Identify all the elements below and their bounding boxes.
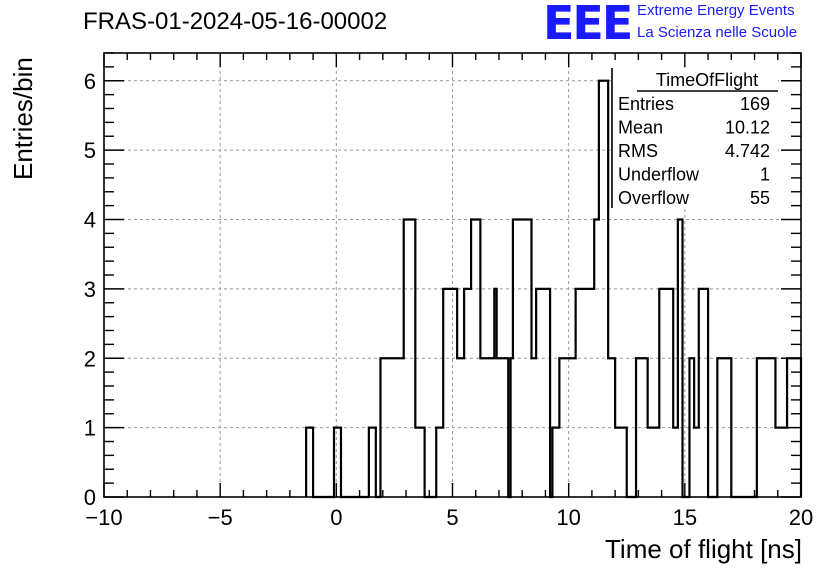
x-tick-label: −10 (85, 505, 122, 530)
y-axis-label: Entries/bin (8, 57, 38, 180)
stats-row-label: RMS (618, 141, 658, 161)
histogram-bin (443, 289, 457, 497)
x-axis-label: Time of flight [ns] (605, 534, 802, 564)
stats-row-label: Underflow (618, 165, 700, 185)
histogram-bin (536, 289, 550, 497)
stats-row-value: 4.742 (725, 141, 770, 161)
histogram-bin (415, 428, 424, 497)
x-tick-label: 5 (446, 505, 458, 530)
tick-labels: −10 −5 0 5 10 15 20 0 1 2 3 4 5 6 (84, 69, 813, 530)
stats-row-label: Entries (618, 94, 674, 114)
stats-box-title: TimeOfFlight (656, 70, 758, 90)
histogram-bin (576, 289, 595, 497)
histogram-bin (615, 428, 627, 497)
histogram-outline (305, 79, 803, 499)
y-tick-label: 4 (84, 208, 96, 233)
histogram-bin (694, 428, 699, 497)
stats-box: TimeOfFlight Entries 169 Mean 10.12 RMS 4.742 U… (611, 68, 778, 208)
y-tick-label: 5 (84, 138, 96, 163)
y-tick-label: 0 (84, 485, 96, 510)
stats-row-value: 169 (740, 94, 770, 114)
histogram-bin (775, 428, 787, 497)
logo-subtitle-line1: Extreme Energy Events (637, 2, 795, 19)
histogram-bin (659, 289, 673, 497)
histogram-bin (699, 289, 708, 497)
x-tick-label: 0 (330, 505, 342, 530)
logo-subtitle-line2: La Scienza nelle Scuole (637, 24, 798, 41)
stats-row-label: Mean (618, 118, 663, 138)
eee-logo: EEE (543, 0, 633, 50)
histogram-bin (652, 428, 659, 497)
y-tick-label: 6 (84, 69, 96, 94)
histogram-bin (673, 428, 678, 497)
stats-row-value: 1 (760, 165, 770, 185)
stats-row-label: Overflow (618, 188, 690, 208)
y-tick-label: 2 (84, 346, 96, 371)
histogram-bin (648, 428, 653, 497)
tick-marks (103, 52, 802, 498)
y-tick-label: 3 (84, 277, 96, 302)
stats-row-value: 10.12 (725, 118, 770, 138)
stats-row-value: 55 (750, 188, 770, 208)
x-tick-label: 20 (789, 505, 813, 530)
x-tick-label: −5 (208, 505, 233, 530)
y-tick-label: 1 (84, 416, 96, 441)
run-title: FRAS-01-2024-05-16-00002 (83, 8, 388, 35)
x-tick-label: 10 (556, 505, 580, 530)
histogram-series (305, 79, 803, 499)
x-tick-label: 15 (673, 505, 697, 530)
